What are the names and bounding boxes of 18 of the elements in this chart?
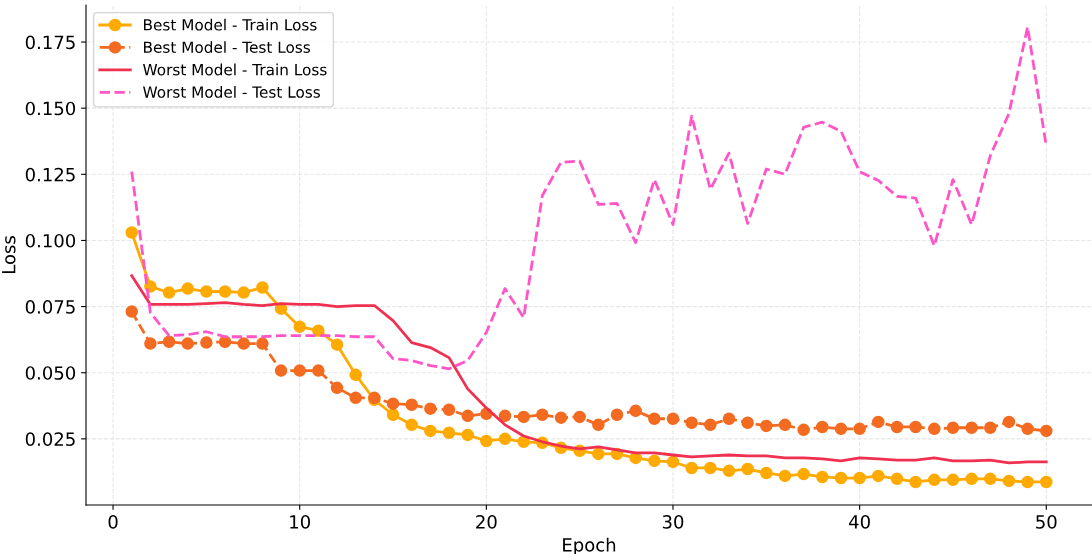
y-tick-label: 0.175	[25, 35, 75, 50]
x-tick-label: 40	[849, 515, 870, 529]
legend-label: Best Model - Train Loss	[144, 18, 317, 31]
y-tick-label: 0.150	[25, 101, 76, 116]
x-tick-label: 50	[1036, 515, 1057, 529]
y-tick-label: 0.100	[25, 233, 76, 248]
legend-label: Worst Model - Train Loss	[143, 63, 327, 76]
x-tick-label: 10	[290, 515, 310, 529]
y-tick-label: 0.050	[25, 366, 76, 380]
y-tick-label: 0.075	[25, 300, 75, 314]
legend-label: Worst Model - Test Loss	[143, 86, 320, 98]
y-axis-title: Loss	[2, 236, 16, 274]
legend-label: Best Model - Test Loss	[144, 41, 311, 53]
x-tick-label: 0	[108, 515, 118, 529]
x-tick-label: 20	[476, 515, 497, 529]
y-tick-label: 0.125	[25, 167, 75, 182]
x-tick-label: 30	[662, 515, 684, 529]
y-tick-label: 0.025	[25, 432, 75, 446]
